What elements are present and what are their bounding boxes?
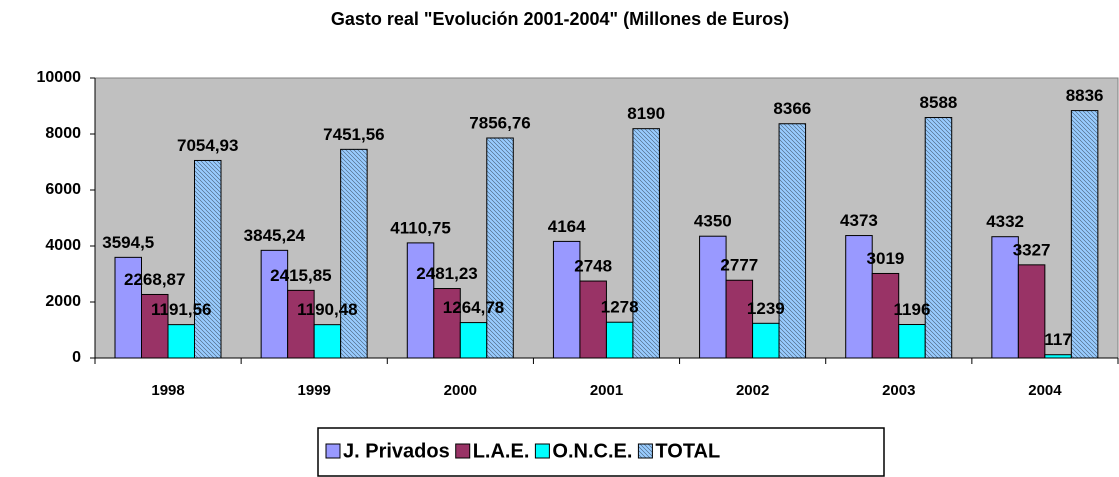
- bar: [871, 272, 900, 359]
- bar: [924, 117, 953, 359]
- data-label: 3594,5: [102, 233, 154, 252]
- data-label: 1264,78: [443, 298, 504, 317]
- bar: [287, 289, 315, 359]
- x-tick-label: 2000: [444, 382, 477, 399]
- bar: [1070, 110, 1099, 359]
- bar: [778, 123, 807, 359]
- bar: [632, 128, 660, 359]
- bar: [845, 235, 873, 359]
- data-label: 1196: [894, 300, 931, 319]
- bar: [752, 322, 780, 359]
- data-label: 8190: [627, 104, 665, 123]
- x-tick-label: 2002: [736, 382, 769, 399]
- data-label: 4350: [694, 212, 732, 231]
- bar: [605, 321, 634, 359]
- legend-swatch: [325, 443, 341, 459]
- data-label: 8366: [773, 99, 811, 118]
- data-label: 7856,76: [469, 113, 530, 132]
- data-label: 8588: [920, 93, 958, 112]
- data-label: 7054,93: [177, 136, 238, 155]
- bar: [433, 288, 461, 359]
- y-tick-label: 8000: [45, 125, 81, 142]
- bar: [406, 242, 435, 359]
- x-tick-label: 2001: [590, 382, 623, 399]
- data-label: 7451,56: [323, 125, 384, 144]
- data-label: 117: [1044, 330, 1071, 349]
- x-tick-label: 1998: [151, 382, 184, 399]
- bar: [579, 280, 607, 359]
- x-tick-label: 2004: [1028, 382, 1062, 399]
- data-label: 3845,24: [244, 226, 306, 245]
- chart-title: Gasto real "Evolución 2001-2004" (Millon…: [331, 9, 789, 29]
- x-tick-label: 1999: [298, 382, 331, 399]
- bar: [1044, 354, 1072, 359]
- data-label: 3019: [867, 249, 905, 268]
- legend-swatch: [637, 443, 653, 459]
- data-label: 1278: [601, 298, 639, 317]
- data-label: 1190,48: [297, 300, 358, 319]
- data-label: 2777: [720, 256, 758, 275]
- bar: [340, 148, 368, 359]
- bar: [486, 137, 514, 359]
- data-label: 8836: [1066, 86, 1104, 105]
- legend-swatch: [534, 443, 550, 459]
- y-tick-label: 2000: [45, 293, 81, 310]
- legend-label: J. Privados: [343, 440, 450, 462]
- legend-swatch: [455, 443, 471, 459]
- bar: [699, 235, 727, 359]
- data-label: 1239: [747, 299, 785, 318]
- legend-label: L.A.E.: [473, 440, 530, 462]
- data-label: 4164: [548, 217, 586, 236]
- y-tick-label: 10000: [37, 69, 82, 86]
- legend-label: O.N.C.E.: [552, 440, 632, 462]
- bar: [725, 279, 754, 359]
- data-label: 2415,85: [270, 266, 331, 285]
- legend-box: [317, 427, 885, 477]
- y-tick-label: 6000: [45, 181, 81, 198]
- legend-label: TOTAL: [655, 440, 720, 462]
- y-tick-label: 4000: [45, 237, 81, 254]
- bar: [991, 236, 1019, 359]
- data-label: 4110,75: [390, 218, 451, 237]
- bar: [114, 256, 142, 359]
- bar: [141, 293, 169, 359]
- bar: [313, 324, 342, 359]
- data-label: 3327: [1013, 240, 1051, 259]
- y-tick-label: 0: [72, 349, 81, 366]
- bar: [1017, 264, 1046, 359]
- bar: [552, 240, 581, 359]
- data-label: 2748: [574, 257, 612, 276]
- x-tick-label: 2003: [882, 382, 915, 399]
- data-label: 2481,23: [416, 264, 477, 283]
- bar: [898, 324, 926, 359]
- bar: [167, 324, 195, 359]
- data-label: 4373: [840, 211, 878, 230]
- data-label: 4332: [986, 212, 1024, 231]
- data-label: 1191,56: [151, 300, 212, 319]
- bar: [459, 322, 488, 359]
- bar: [194, 159, 222, 359]
- data-label: 2268,87: [124, 270, 185, 289]
